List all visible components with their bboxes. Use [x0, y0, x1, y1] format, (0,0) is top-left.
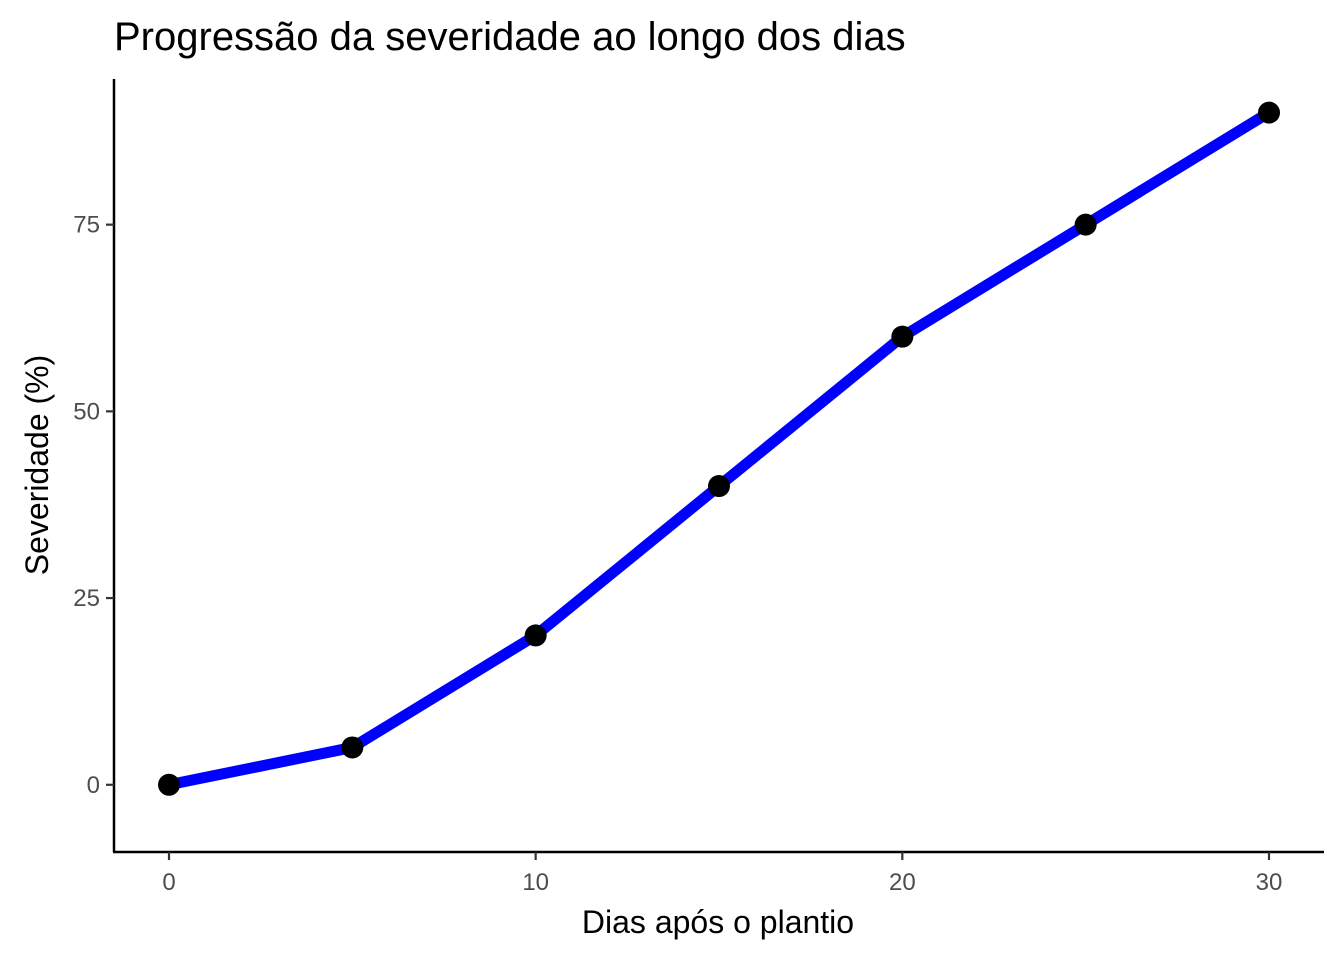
y-tick-label: 50 — [73, 398, 100, 425]
plot-area — [158, 101, 1280, 796]
series-layer — [167, 107, 1272, 791]
series-line — [167, 107, 1272, 791]
x-axis-title: Dias após o plantio — [582, 904, 854, 940]
y-axis-ticks: 0 25 50 75 — [73, 212, 114, 799]
x-tick-label: 30 — [1256, 869, 1283, 896]
x-tick-label: 20 — [889, 869, 916, 896]
x-tick-label: 10 — [522, 869, 549, 896]
data-point — [1258, 101, 1280, 124]
chart-title: Progressão da severidade ao longo dos di… — [114, 15, 906, 59]
y-axis-title: Severidade (%) — [19, 355, 55, 576]
y-tick-label: 0 — [87, 772, 100, 799]
data-point — [891, 325, 914, 348]
x-axis-ticks: 0 10 20 30 — [162, 852, 1282, 896]
data-point — [708, 475, 730, 498]
y-tick-label: 75 — [73, 212, 100, 239]
x-tick-label: 0 — [162, 869, 175, 896]
y-tick-label: 25 — [73, 585, 100, 612]
data-point — [524, 624, 547, 647]
points-layer — [158, 101, 1280, 796]
data-point — [158, 773, 180, 796]
data-point — [341, 736, 364, 759]
data-point — [1074, 213, 1097, 236]
